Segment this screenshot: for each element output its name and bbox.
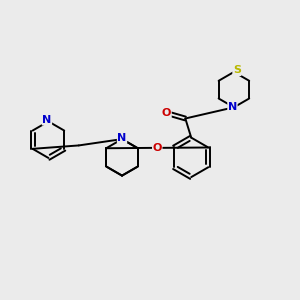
Text: S: S — [233, 65, 241, 76]
Text: O: O — [162, 108, 171, 118]
Text: N: N — [117, 133, 127, 142]
Text: N: N — [42, 115, 52, 125]
Text: N: N — [228, 102, 237, 112]
Text: O: O — [153, 143, 162, 153]
